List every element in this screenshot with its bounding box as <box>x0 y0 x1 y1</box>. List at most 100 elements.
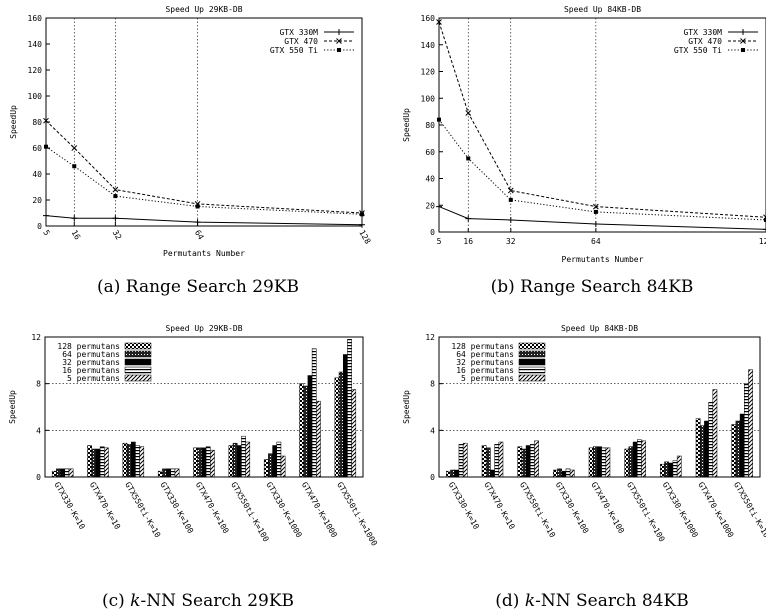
y-tick-label: 120 <box>421 68 436 77</box>
data-point <box>593 203 599 210</box>
legend-marker <box>337 48 341 52</box>
legend-swatch <box>124 342 152 350</box>
x-tick-label: GTX550ti-K=1000 <box>335 481 379 548</box>
data-point <box>507 187 514 194</box>
bar <box>228 445 234 478</box>
bar <box>485 447 491 478</box>
bar <box>342 354 348 478</box>
bar <box>236 445 242 478</box>
bar <box>458 444 464 478</box>
bar <box>170 468 176 478</box>
y-tick-label: 60 <box>32 144 42 153</box>
bar <box>624 448 630 478</box>
bar <box>197 447 203 478</box>
bar <box>241 435 246 478</box>
series-line <box>438 206 766 230</box>
series-line <box>438 21 766 218</box>
bar <box>316 400 321 478</box>
x-tick-label: GTX470-K=10 <box>482 481 516 532</box>
data-point <box>465 110 472 116</box>
legend-label: 64 permutans <box>456 350 514 359</box>
bar <box>334 377 340 478</box>
bar <box>530 444 535 478</box>
legend-label: 128 permutans <box>57 342 120 351</box>
bar <box>263 459 269 478</box>
x-tick-label: 16 <box>70 229 83 242</box>
data-point <box>194 219 201 226</box>
x-tick-label: GTX470-K=1000 <box>696 481 735 540</box>
caption-d: (d) k-NN Search 84KB <box>495 591 688 611</box>
legend-marker <box>740 38 746 44</box>
bar <box>699 425 705 478</box>
y-tick-label: 12 <box>31 333 41 342</box>
y-tick-label: 0 <box>36 473 41 482</box>
bar <box>660 463 665 478</box>
bar <box>597 446 602 478</box>
x-tick-label: 32 <box>506 237 516 246</box>
bar <box>454 469 460 478</box>
bar <box>139 446 145 478</box>
y-tick-label: 140 <box>421 41 436 50</box>
bar <box>672 460 678 478</box>
y-tick-label: 80 <box>425 121 435 130</box>
bar <box>60 468 66 478</box>
plot-frame <box>438 17 766 233</box>
data-point <box>763 226 766 233</box>
bar <box>462 442 468 478</box>
bar <box>632 441 638 478</box>
bar <box>588 447 594 478</box>
legend-swatch <box>518 350 546 358</box>
bar <box>498 441 504 478</box>
x-tick-label: 5 <box>437 237 442 246</box>
y-tick-label: 20 <box>425 201 435 210</box>
bar <box>664 461 669 478</box>
x-tick-label: 16 <box>463 237 473 246</box>
bar <box>561 470 567 478</box>
legend-marker <box>741 48 745 52</box>
bar <box>712 389 718 478</box>
x-tick-label: GTX550ti-K=100 <box>625 481 667 544</box>
bar <box>525 445 531 478</box>
legend-label: GTX 330M <box>683 28 722 37</box>
data-point <box>592 220 599 227</box>
bar <box>557 468 562 478</box>
x-tick-label: GTX470-K=1000 <box>300 481 339 540</box>
x-tick-label: GTX330-K=100 <box>554 481 591 536</box>
y-tick-label: 0 <box>430 473 435 482</box>
legend-label: 64 permutans <box>62 350 120 359</box>
bar <box>245 441 251 478</box>
y-tick-label: 4 <box>430 426 435 435</box>
bar <box>268 453 273 478</box>
bar <box>166 468 172 478</box>
chart-title: Speed Up 29KB-DB <box>165 324 242 333</box>
x-tick-label: GTX330-K=10 <box>447 481 481 532</box>
data-point <box>72 164 77 169</box>
bar <box>735 420 741 478</box>
bar <box>68 468 74 478</box>
bar <box>95 448 101 478</box>
data-point <box>112 186 119 193</box>
bar <box>494 444 500 478</box>
chart-title: Speed Up 29KB-DB <box>165 5 242 14</box>
y-tick-label: 140 <box>28 40 43 49</box>
y-tick-label: 120 <box>28 66 43 75</box>
bar <box>553 469 558 478</box>
bar <box>748 369 753 478</box>
data-point <box>466 156 471 161</box>
bar <box>307 375 313 478</box>
bar <box>157 470 163 478</box>
bar <box>637 439 642 478</box>
bar <box>565 468 571 478</box>
caption-a: (a) Range Search 29KB <box>97 277 299 297</box>
bar <box>739 413 745 478</box>
x-tick-label: 64 <box>193 229 206 242</box>
bar <box>232 442 238 478</box>
data-point <box>112 215 119 222</box>
y-tick-label: 12 <box>425 333 435 342</box>
bar <box>641 440 646 478</box>
series-line <box>45 215 363 226</box>
y-tick-label: 160 <box>28 14 43 23</box>
y-axis-label: SpeedUp <box>9 105 18 139</box>
plot-frame <box>44 336 364 478</box>
bar <box>481 445 487 478</box>
